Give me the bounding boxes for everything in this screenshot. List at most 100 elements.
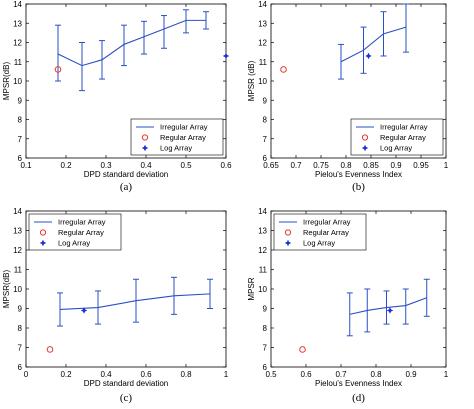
x-tick-label: 0.4: [100, 370, 112, 379]
legend-box: [130, 118, 224, 156]
legend-box: [273, 213, 367, 251]
regular-array-marker: [299, 346, 306, 353]
x-tick-label: 0.2: [60, 370, 72, 379]
y-tick-label: 12: [13, 39, 22, 48]
y-tick-label: 14: [13, 207, 22, 216]
x-tick-label: 0.5: [265, 370, 277, 379]
y-tick-label: 12: [13, 246, 22, 255]
x-tick-label: 0.7: [335, 370, 347, 379]
y-tick-label: 11: [14, 58, 23, 67]
legend-entry: Regular Array: [380, 133, 426, 142]
y-axis-label: MPSR(dB): [2, 270, 11, 309]
panel-label: (a): [120, 181, 133, 193]
log-array-marker: [386, 307, 394, 314]
y-axis-label: MPSR(dB): [2, 62, 11, 101]
legend-star-symbol: [361, 144, 369, 152]
x-tick-label: 0.6: [220, 161, 232, 170]
y-tick-label: 6: [263, 154, 268, 163]
x-tick-label: 0.8: [370, 370, 382, 379]
chart-panel-4: 0.5 0.6 0.7 0.8 0.9 1 6 7 8 9 10 11 12 13 14 Pielou's E…: [247, 207, 449, 404]
panel-label: (c): [120, 392, 133, 404]
legend-circle-symbol: [284, 229, 292, 236]
x-tick-label: 0.75: [313, 161, 329, 170]
x-tick-label: 0.1: [20, 161, 32, 170]
y-tick-label: 13: [13, 19, 22, 28]
y-tick-label: 9: [18, 96, 23, 105]
y-tick-label: 13: [258, 227, 267, 236]
x-tick-label: 0.95: [413, 161, 429, 170]
log-array-marker: [365, 52, 372, 60]
y-tick-label: 7: [263, 344, 268, 353]
legend-circle-symbol: [361, 134, 369, 141]
x-tick-label: 0.6: [300, 370, 312, 379]
legend-entry: Irregular Array: [58, 218, 106, 227]
panel-label: (d): [352, 392, 365, 404]
y-tick-label: 9: [18, 305, 23, 314]
y-tick-label: 10: [258, 77, 267, 86]
y-tick-label: 6: [18, 363, 23, 372]
y-tick-label: 9: [263, 305, 268, 314]
legend-circle-symbol: [141, 134, 149, 141]
x-tick-label: 1: [224, 370, 229, 379]
legend-entry: Irregular Array: [380, 123, 428, 132]
y-tick-label: 8: [263, 116, 268, 125]
y-tick-label: 7: [18, 344, 23, 353]
x-tick-label: 1: [444, 161, 449, 170]
log-array-marker: [80, 307, 88, 314]
legend-entry: Log Array: [160, 144, 192, 153]
x-tick-label: 0.65: [263, 161, 279, 170]
x-axis-label: DPD standard deviation: [84, 170, 169, 179]
x-tick-label: 0.5: [180, 161, 192, 170]
chart-panel-2: 0.65 0.7 0.75 0.8 0.85 0.9 0.95 1 6 7 8 9 10 11 12 13 14…: [247, 0, 449, 193]
irregular-array-line: [340, 26, 407, 63]
y-tick-label: 10: [258, 285, 267, 294]
y-tick-label: 11: [259, 266, 268, 275]
legend-entry: Log Array: [380, 144, 412, 153]
chart-panel-3: 0 0.2 0.4 0.6 0.8 1 6 7 8 9 10 11 12 13 14 DPD standard…: [2, 207, 229, 404]
y-tick-label: 14: [258, 0, 267, 9]
x-tick-label: 0.9: [390, 161, 402, 170]
x-tick-label: 0: [24, 370, 29, 379]
legend-box: [350, 118, 444, 156]
y-tick-label: 9: [263, 96, 268, 105]
legend-entry: Regular Array: [303, 228, 349, 237]
y-tick-label: 14: [13, 0, 22, 9]
x-tick-label: 0.4: [140, 161, 152, 170]
y-tick-label: 7: [18, 135, 23, 144]
regular-array-marker: [280, 66, 287, 73]
legend-circle-symbol: [39, 229, 47, 236]
irregular-array-line: [57, 19, 206, 67]
y-axis-label: MPSR: [247, 277, 256, 300]
x-axis-label: DPD standard deviation: [84, 379, 169, 388]
x-axis-label: Pielou's Evenness Index: [315, 379, 402, 388]
legend-entry: Regular Array: [58, 228, 104, 237]
y-tick-label: 6: [18, 154, 23, 163]
legend-entry: Log Array: [58, 239, 90, 248]
panel-label: (b): [352, 181, 365, 193]
y-tick-label: 11: [259, 58, 268, 67]
legend-star-symbol: [39, 239, 47, 247]
y-tick-label: 6: [263, 363, 268, 372]
y-tick-label: 14: [258, 207, 267, 216]
y-tick-label: 8: [263, 324, 268, 333]
legend-star-symbol: [284, 239, 292, 247]
log-array-marker: [222, 52, 230, 60]
legend-entry: Log Array: [303, 239, 335, 248]
y-tick-label: 8: [18, 116, 23, 125]
x-tick-label: 0.6: [140, 370, 152, 379]
y-tick-label: 12: [258, 39, 267, 48]
legend-star-symbol: [141, 144, 149, 152]
x-tick-label: 0.7: [290, 161, 302, 170]
chart-panel-1: 0.1 0.2 0.3 0.4 0.5 0.6 6 7 8 9 10 11 12 13 14 DPD stan…: [2, 0, 232, 193]
x-tick-label: 1: [444, 370, 449, 379]
x-tick-label: 0.85: [363, 161, 379, 170]
x-tick-label: 0.3: [100, 161, 112, 170]
y-axis-label: MPSR (dB): [247, 60, 256, 101]
y-tick-label: 8: [18, 324, 23, 333]
x-tick-label: 0.2: [60, 161, 72, 170]
